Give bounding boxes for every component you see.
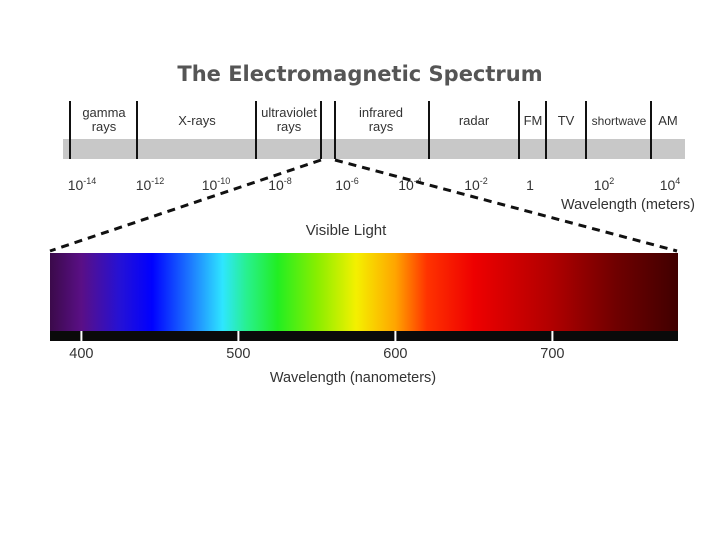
nm-tick-label: 400 bbox=[69, 346, 93, 362]
band-label: infrared rays bbox=[359, 105, 403, 134]
band-label: radar bbox=[459, 113, 490, 128]
nm-tick-label: 600 bbox=[383, 346, 407, 362]
em-tick-label: 102 bbox=[594, 176, 615, 193]
visible-light-label: Visible Light bbox=[306, 222, 387, 239]
slide-title: The Electromagnetic Spectrum bbox=[177, 62, 543, 86]
em-tick-label: 10-6 bbox=[335, 176, 359, 193]
band-label: X-rays bbox=[178, 113, 216, 128]
em-tick-label: 10-12 bbox=[136, 176, 165, 193]
band-label: AM bbox=[658, 113, 678, 128]
band-label: FM bbox=[524, 113, 543, 128]
em-spectrum-bar bbox=[63, 139, 685, 159]
band-label: shortwave bbox=[592, 114, 647, 128]
em-tick-label: 104 bbox=[660, 176, 681, 193]
visible-spectrum-band bbox=[50, 253, 678, 331]
nanometer-axis-bar bbox=[50, 331, 678, 341]
band-label: gamma rays bbox=[82, 105, 126, 134]
nm-axis-label: Wavelength (nanometers) bbox=[270, 370, 436, 386]
zoom-line-right bbox=[334, 158, 678, 253]
em-tick-label: 10-14 bbox=[68, 176, 97, 193]
em-tick-label: 10-10 bbox=[202, 176, 231, 193]
zoom-line-left bbox=[49, 158, 322, 253]
band-labels: gamma rays X-rays ultraviolet rays infrared ra… bbox=[82, 105, 677, 134]
em-tick-label: 1 bbox=[526, 177, 534, 193]
nm-ticks: 400 500 600 700 bbox=[69, 331, 565, 362]
em-tick-label: 10-8 bbox=[268, 176, 292, 193]
nm-tick-label: 700 bbox=[540, 346, 564, 362]
em-axis-label: Wavelength (meters) bbox=[561, 197, 695, 213]
nm-tick-label: 500 bbox=[226, 346, 250, 362]
band-dividers bbox=[69, 101, 652, 159]
band-label: TV bbox=[558, 113, 575, 128]
band-label: ultraviolet rays bbox=[261, 105, 317, 134]
em-tick-label: 10-2 bbox=[464, 176, 488, 193]
